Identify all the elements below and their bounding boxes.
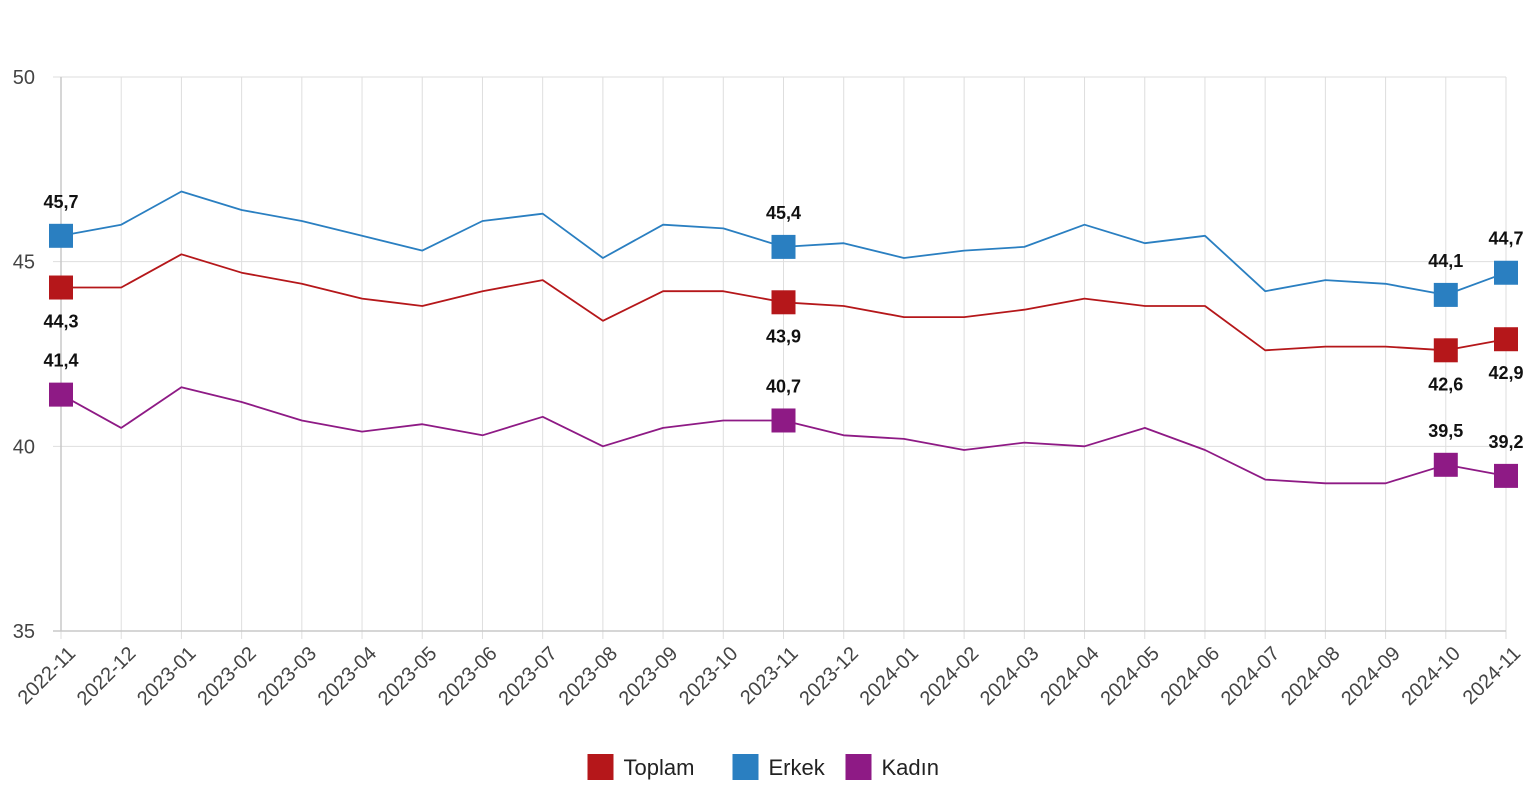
x-tick-label: 2024-06 bbox=[1157, 643, 1224, 710]
x-tick-label: 2023-08 bbox=[555, 643, 622, 710]
x-tick-label: 2023-06 bbox=[434, 643, 501, 710]
data-label: 42,6 bbox=[1428, 374, 1463, 394]
data-point-marker[interactable] bbox=[1494, 463, 1518, 488]
legend-swatch bbox=[732, 754, 759, 780]
data-label: 44,7 bbox=[1488, 229, 1523, 249]
data-label: 44,3 bbox=[43, 312, 78, 332]
x-tick-label: 2022-12 bbox=[73, 643, 140, 710]
x-tick-label: 2024-09 bbox=[1337, 643, 1404, 710]
data-label: 39,5 bbox=[1428, 421, 1463, 441]
x-tick-label: 2023-07 bbox=[494, 643, 561, 710]
data-point-marker[interactable] bbox=[49, 275, 73, 300]
data-label: 39,2 bbox=[1488, 432, 1523, 452]
data-point-marker[interactable] bbox=[1494, 327, 1518, 352]
data-point-marker[interactable] bbox=[49, 223, 73, 248]
data-labels: 44,3 43,9 42,6 42,9 45,7 45,4 44,1 44,7 41,4 40,7… bbox=[43, 192, 1524, 488]
x-tick-label: 2022-11 bbox=[14, 643, 80, 709]
data-label: 43,9 bbox=[766, 326, 801, 346]
x-tick-label: 2023-01 bbox=[133, 643, 200, 710]
legend-swatch bbox=[845, 754, 872, 780]
data-label: 44,1 bbox=[1428, 251, 1463, 271]
grid bbox=[53, 76, 1507, 639]
data-point-marker[interactable] bbox=[1433, 282, 1458, 307]
data-label: 45,7 bbox=[43, 192, 78, 212]
x-tick-label: 2023-11 bbox=[736, 643, 802, 709]
x-tick-label: 2024-02 bbox=[916, 643, 983, 710]
data-point-marker[interactable] bbox=[1433, 338, 1458, 363]
data-point-marker[interactable] bbox=[1494, 260, 1518, 285]
data-label: 41,4 bbox=[43, 351, 78, 371]
legend-item-kadın[interactable]: Kadın bbox=[845, 754, 940, 780]
y-tick-label: 35 bbox=[13, 621, 35, 643]
x-tick-label: 2023-04 bbox=[314, 643, 381, 710]
x-tick-label: 2024-11 bbox=[1459, 643, 1525, 709]
y-tick-label: 45 bbox=[13, 252, 35, 274]
legend: Toplam Erkek Kadın bbox=[587, 754, 940, 780]
x-tick-label: 2024-01 bbox=[856, 643, 923, 710]
x-tick-label: 2023-10 bbox=[675, 643, 742, 710]
legend-item-erkek[interactable]: Erkek bbox=[732, 754, 826, 780]
x-tick-label: 2023-09 bbox=[615, 643, 682, 710]
data-label: 40,7 bbox=[766, 376, 801, 396]
x-tick-label: 2023-12 bbox=[795, 643, 862, 710]
x-tick-label: 2024-10 bbox=[1397, 643, 1464, 710]
x-tick-label: 2024-07 bbox=[1217, 643, 1284, 710]
x-tick-label: 2024-03 bbox=[976, 643, 1043, 710]
x-tick-label: 2023-02 bbox=[193, 643, 260, 710]
x-tick-label: 2024-08 bbox=[1277, 643, 1344, 710]
data-point-marker[interactable] bbox=[49, 382, 73, 407]
y-tick-label: 50 bbox=[13, 67, 35, 89]
legend-label: Erkek bbox=[769, 755, 826, 780]
data-label: 42,9 bbox=[1488, 363, 1523, 383]
data-point-marker[interactable] bbox=[771, 408, 796, 433]
data-point-marker[interactable] bbox=[1433, 452, 1458, 477]
data-point-marker[interactable] bbox=[771, 290, 796, 315]
x-tick-label: 2023-05 bbox=[374, 643, 441, 710]
data-point-marker[interactable] bbox=[771, 234, 796, 259]
x-tick-label: 2024-05 bbox=[1096, 643, 1163, 710]
y-tick-label: 40 bbox=[13, 436, 35, 458]
legend-swatch bbox=[587, 754, 614, 780]
data-label: 45,4 bbox=[766, 203, 801, 223]
x-tick-label: 2024-04 bbox=[1036, 643, 1103, 710]
legend-label: Toplam bbox=[624, 755, 695, 780]
legend-label: Kadın bbox=[882, 755, 940, 780]
x-tick-label: 2023-03 bbox=[254, 643, 321, 710]
legend-item-toplam[interactable]: Toplam bbox=[587, 754, 695, 780]
